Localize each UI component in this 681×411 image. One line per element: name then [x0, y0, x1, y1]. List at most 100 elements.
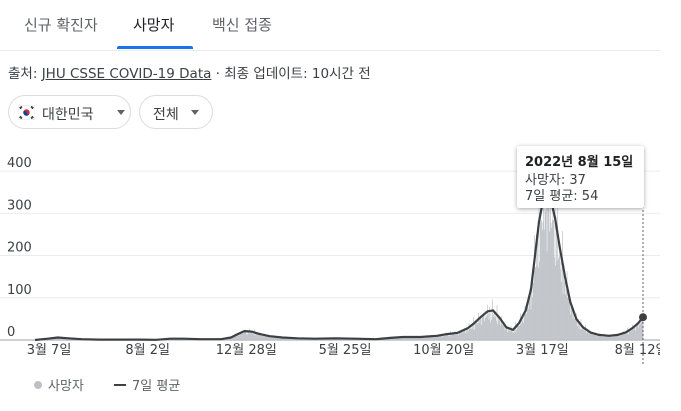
daily-death-bar	[599, 333, 601, 340]
daily-death-bar	[422, 337, 424, 340]
daily-death-bar	[254, 335, 256, 340]
daily-death-bar	[478, 313, 479, 340]
tab-new-cases[interactable]: 신규 확진자	[24, 16, 98, 34]
tab-vaccinations[interactable]: 백신 접종	[212, 16, 272, 34]
daily-death-bar	[622, 330, 624, 340]
daily-death-bar	[561, 281, 563, 340]
daily-death-bar	[441, 335, 443, 340]
daily-death-bar	[534, 268, 536, 340]
daily-death-bar	[527, 306, 529, 340]
daily-death-bar	[580, 329, 581, 340]
daily-death-bar	[562, 231, 563, 340]
daily-death-bar	[450, 331, 451, 340]
daily-death-bar	[514, 328, 515, 340]
daily-death-bar	[606, 336, 608, 340]
daily-death-bar	[390, 338, 391, 340]
daily-death-bar	[287, 337, 289, 340]
daily-death-bar	[601, 334, 603, 340]
daily-death-bar	[229, 337, 231, 340]
daily-death-bar	[512, 328, 514, 340]
daily-death-bar	[460, 332, 461, 340]
daily-death-bar	[246, 329, 248, 340]
daily-death-bar	[598, 335, 600, 340]
daily-death-bar	[280, 337, 281, 340]
tab-bar: 신규 확진자 사망자 백신 접종	[0, 0, 660, 51]
daily-death-bar	[474, 323, 476, 340]
daily-death-bar	[531, 275, 533, 340]
daily-death-bar	[520, 325, 522, 340]
y-tick-label: 200	[7, 241, 32, 256]
daily-death-bar	[488, 320, 490, 340]
daily-death-bar	[612, 337, 613, 340]
daily-death-bar	[413, 337, 415, 340]
daily-death-bar	[472, 325, 473, 340]
daily-death-bar	[420, 337, 421, 340]
daily-death-bar	[398, 337, 399, 340]
daily-death-bar	[446, 335, 448, 340]
daily-death-bar	[457, 333, 459, 340]
daily-death-bar	[432, 336, 434, 340]
daily-death-bar	[616, 336, 618, 340]
daily-death-bar	[535, 267, 537, 340]
daily-death-bar	[450, 335, 452, 340]
daily-death-bar	[484, 310, 486, 340]
daily-death-bar	[568, 297, 570, 340]
daily-death-bar	[524, 306, 526, 340]
source-link[interactable]: JHU CSSE COVID-19 Data	[41, 66, 212, 82]
daily-death-bar	[479, 320, 481, 340]
legend-average-marker	[114, 384, 126, 386]
region-dropdown[interactable]: 대한민국	[8, 95, 131, 129]
daily-death-bar	[528, 300, 530, 340]
daily-death-bar	[621, 334, 623, 340]
daily-death-bar	[402, 337, 403, 340]
daily-death-bar	[278, 337, 279, 340]
x-axis-ticks: 3월 7일 8월 2일 12월 28일 5월 25일 10월 20일 3월 17일 8월 1…	[27, 343, 660, 358]
daily-death-bar	[610, 336, 612, 340]
deaths-chart[interactable]: 0 100 200 300 400 3월 7일 8월 2일 12월 28일 5월 25일 10월…	[0, 150, 660, 365]
daily-death-bar	[240, 333, 242, 340]
daily-death-bar	[462, 331, 463, 340]
daily-death-bar	[604, 336, 606, 340]
daily-death-bar	[623, 334, 625, 340]
daily-death-bar	[585, 325, 587, 340]
x-tick-label: 12월 28일	[216, 343, 277, 358]
average-line-path	[34, 193, 644, 342]
daily-death-bar	[516, 330, 517, 340]
seven-day-average-line	[34, 193, 644, 342]
daily-death-bar	[564, 281, 565, 340]
daily-death-bar	[559, 240, 561, 340]
daily-death-bar	[462, 332, 464, 340]
daily-death-bar	[640, 322, 642, 340]
daily-death-bar	[416, 337, 418, 340]
daily-death-bar	[453, 334, 455, 340]
scope-dropdown[interactable]: 전체	[139, 95, 213, 129]
daily-death-bar	[452, 333, 453, 340]
daily-death-bar	[281, 337, 283, 340]
daily-death-bar	[295, 338, 297, 340]
active-tab-indicator	[117, 46, 193, 49]
daily-death-bar	[490, 322, 491, 340]
daily-death-bar	[600, 336, 602, 340]
daily-death-bar	[552, 183, 554, 340]
daily-death-bar	[59, 337, 61, 340]
daily-death-bar	[556, 232, 557, 340]
daily-death-bar	[522, 320, 523, 340]
tab-deaths[interactable]: 사망자	[133, 16, 175, 34]
daily-death-bar	[557, 196, 559, 340]
daily-death-bar	[434, 336, 435, 340]
daily-death-bar	[598, 335, 599, 340]
daily-death-bar	[464, 328, 465, 340]
daily-death-bar	[257, 335, 259, 340]
daily-death-bar	[274, 337, 275, 340]
daily-death-bar	[526, 313, 527, 340]
y-tick-label: 0	[7, 325, 15, 340]
daily-death-bar	[416, 338, 417, 340]
daily-death-bar	[444, 335, 445, 340]
daily-death-bar	[626, 332, 627, 340]
daily-death-bar	[608, 334, 610, 340]
daily-death-bar	[486, 315, 488, 340]
daily-death-bar	[399, 337, 401, 340]
daily-death-bar	[279, 337, 281, 340]
daily-death-bar	[624, 331, 626, 340]
daily-death-bar	[620, 335, 622, 340]
